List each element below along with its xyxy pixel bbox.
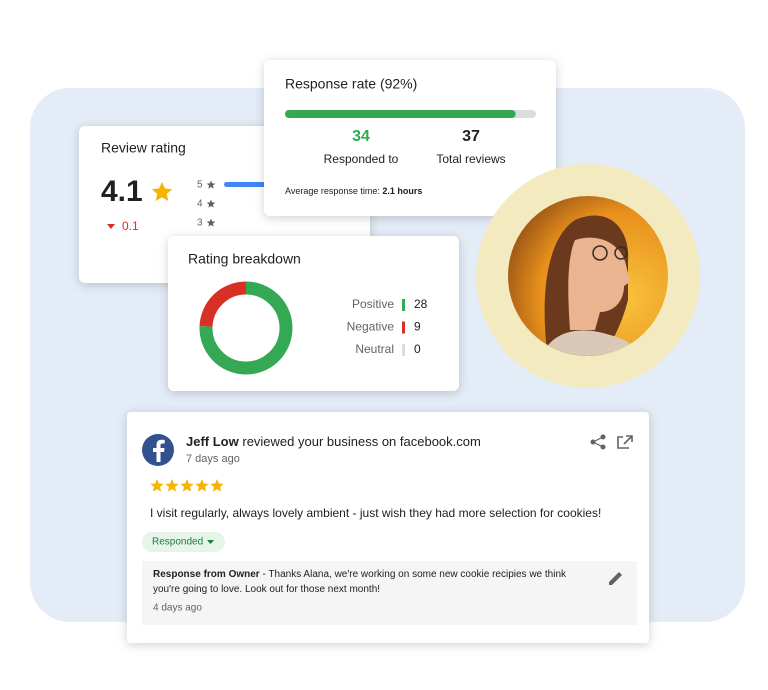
review-text: I visit regularly, always lovely ambient… bbox=[150, 506, 601, 520]
facebook-f bbox=[153, 439, 165, 462]
legend-swatch bbox=[402, 344, 405, 356]
reply-text: Response from Owner - Thanks Alana, we'r… bbox=[153, 567, 593, 597]
profile-photo bbox=[476, 164, 700, 388]
star-level: 4 bbox=[197, 199, 203, 210]
legend-swatch bbox=[402, 299, 405, 311]
average-label: Average response time: bbox=[285, 186, 380, 196]
review-card: Jeff Low reviewed your business on faceb… bbox=[127, 412, 649, 643]
distribution-bar bbox=[224, 182, 266, 187]
share-icon[interactable] bbox=[590, 434, 606, 450]
level-star bbox=[206, 218, 216, 227]
rating-star bbox=[165, 479, 179, 492]
reply-box bbox=[142, 561, 637, 625]
level-star bbox=[206, 199, 216, 208]
response-card: Response rate (92%) 34 Responded to 37 T… bbox=[264, 60, 556, 216]
status-chip[interactable] bbox=[142, 532, 225, 552]
total-label: Total reviews bbox=[436, 152, 505, 166]
legend-swatch bbox=[402, 321, 405, 334]
card bbox=[264, 60, 556, 216]
score: 4.1 bbox=[101, 175, 143, 208]
reply-body: - Thanks Alana, we're working on some ne… bbox=[153, 569, 567, 595]
star-level: 3 bbox=[197, 218, 203, 229]
responded-label: Responded to bbox=[324, 152, 399, 166]
legend-label: Positive bbox=[352, 297, 394, 311]
status: Responded bbox=[152, 537, 203, 548]
star-level: 5 bbox=[197, 180, 203, 191]
legend-label: Neutral bbox=[355, 342, 394, 356]
glasses bbox=[614, 246, 628, 260]
reviewer: Jeff Low bbox=[186, 434, 240, 449]
breakdown-card: Rating breakdown Positive 28 Negative 9 Neut… bbox=[168, 236, 459, 391]
face bbox=[568, 237, 630, 330]
reply-time: 4 days ago bbox=[153, 603, 202, 614]
total-count: 37 bbox=[462, 128, 480, 145]
level-star bbox=[206, 180, 216, 189]
review-headline: Jeff Low reviewed your business on faceb… bbox=[186, 434, 481, 449]
legend-value: 0 bbox=[414, 342, 421, 356]
reply-text-box: Response from Owner - Thanks Alana, we'r… bbox=[153, 567, 593, 597]
legend-value: 9 bbox=[414, 320, 421, 334]
average-time: Average response time: 2.1 hours bbox=[285, 186, 422, 196]
donut-segment bbox=[199, 281, 247, 327]
legend-label: Negative bbox=[347, 320, 395, 334]
rating-star bbox=[150, 479, 164, 492]
rating-star bbox=[180, 479, 194, 492]
card-title: Response rate (92%) bbox=[285, 76, 417, 92]
open-external-icon[interactable] bbox=[617, 435, 633, 449]
card bbox=[168, 236, 459, 391]
review-time: 7 days ago bbox=[186, 453, 240, 465]
chip-caret bbox=[207, 540, 214, 544]
rating-star bbox=[195, 479, 209, 492]
glasses bbox=[592, 245, 608, 261]
reply-author: Response from Owner bbox=[153, 569, 260, 580]
legend-value: 28 bbox=[414, 297, 428, 311]
card-title: Review rating bbox=[101, 140, 186, 156]
donut-segment bbox=[199, 281, 293, 375]
edit-icon[interactable] bbox=[609, 572, 622, 585]
card-title: Rating breakdown bbox=[188, 251, 301, 267]
down-arrow bbox=[107, 224, 115, 229]
average-value: 2.1 hours bbox=[382, 186, 422, 196]
action: reviewed your business on facebook.com bbox=[242, 434, 480, 449]
responded-count: 34 bbox=[352, 128, 370, 145]
star-icon bbox=[152, 182, 172, 201]
progress-fill bbox=[285, 110, 516, 118]
share-lines bbox=[591, 436, 604, 448]
change: 0.1 bbox=[122, 219, 139, 233]
rating-star bbox=[210, 479, 224, 492]
